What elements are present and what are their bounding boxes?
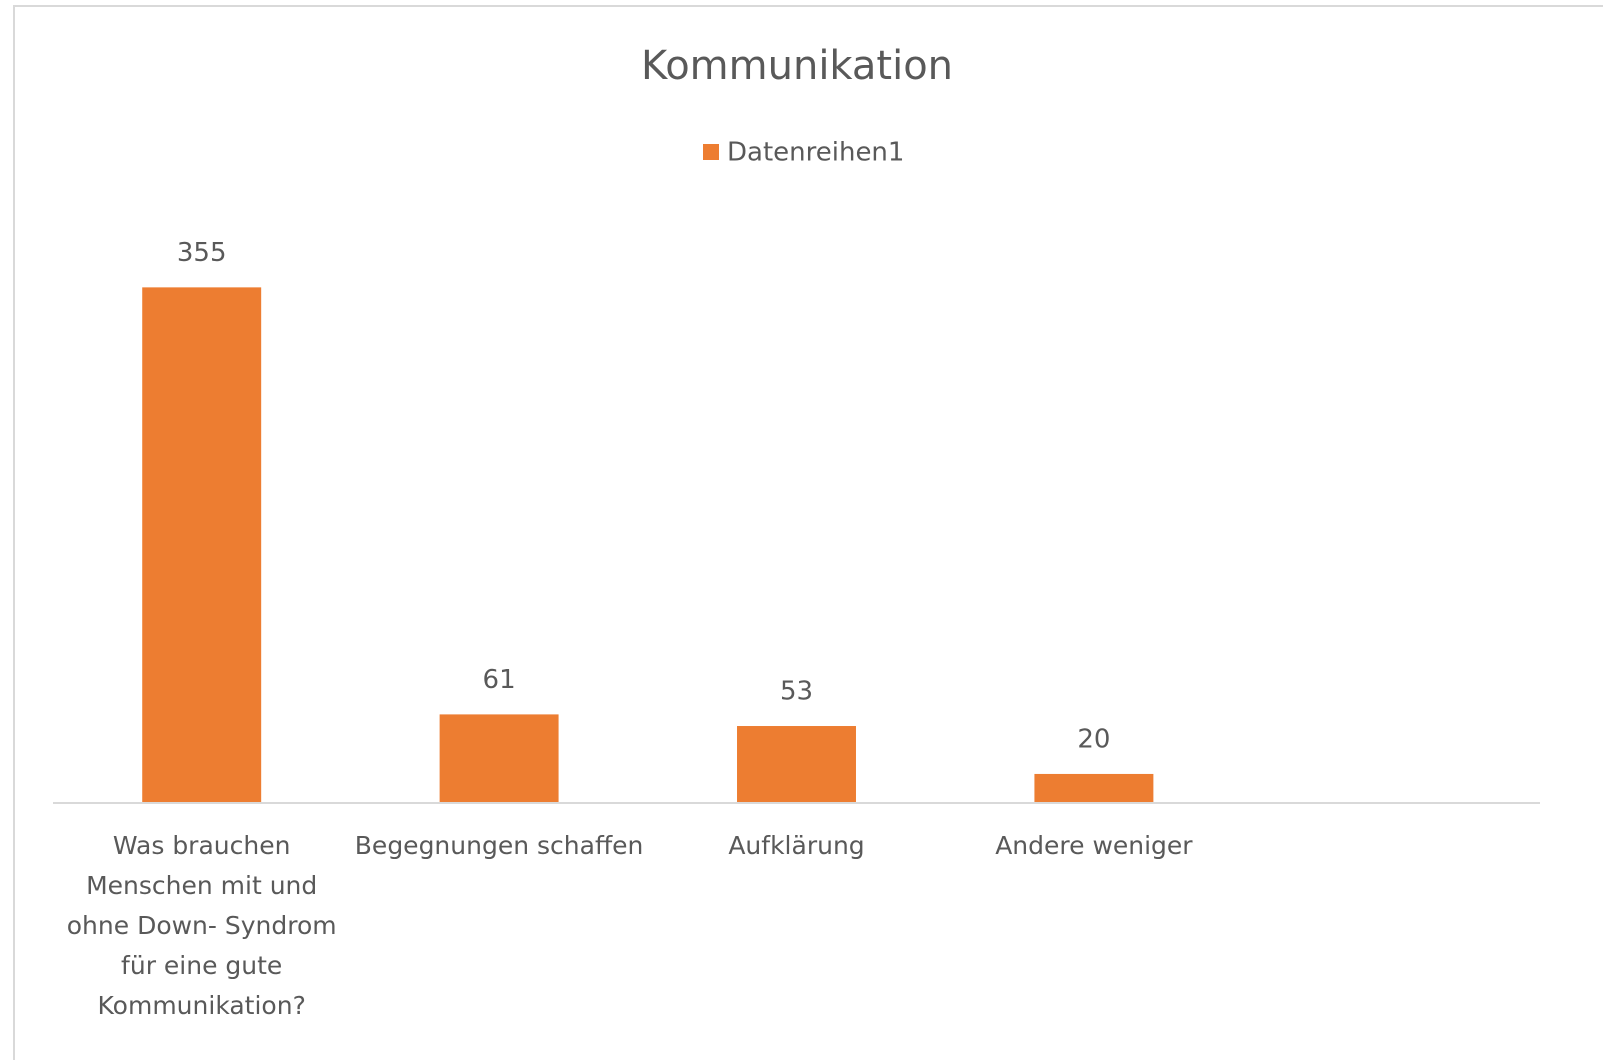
bar [1034,773,1154,803]
x-tick-label-box: Begegnungen schaffen [354,831,644,860]
data-label: 20 [1077,724,1110,754]
chart-border [13,5,1603,1060]
x-tick-label-box: Was brauchen Menschen mit und ohne Down-… [66,831,337,1020]
bar [142,287,262,803]
bar [439,714,559,803]
legend-swatch [703,144,719,160]
data-label: 53 [780,677,813,707]
x-tick-label: Aufklärung [728,831,865,860]
x-tick-label: Begegnungen schaffen [354,831,644,860]
x-tick-label-box: Andere weniger [995,831,1193,860]
data-label: 355 [177,238,227,268]
x-tick-label-box: Aufklärung [728,831,865,860]
data-label: 61 [483,665,516,695]
legend-label: Datenreihen1 [727,138,904,168]
x-tick-label: Was brauchen Menschen mit und ohne Down-… [66,831,337,1020]
chart-title: Kommunikation [641,43,953,89]
x-tick-label: Andere weniger [995,831,1193,860]
bar [737,726,856,803]
